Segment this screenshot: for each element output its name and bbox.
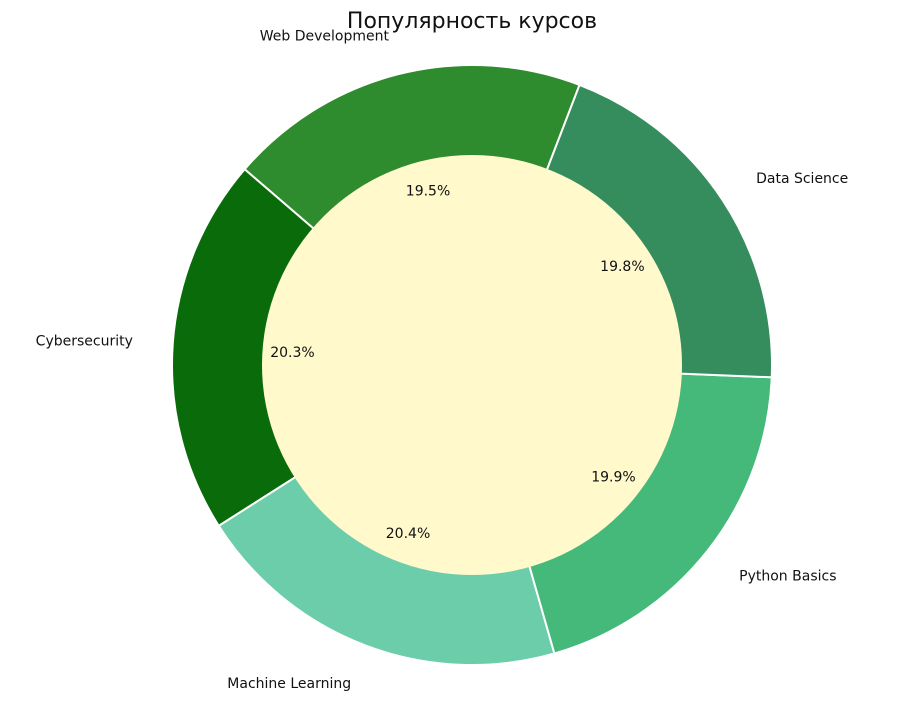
- slice-label: Machine Learning: [227, 676, 351, 692]
- percent-label: 19.8%: [600, 259, 644, 275]
- slice-label: Data Science: [756, 171, 848, 187]
- percent-label: 20.3%: [270, 345, 314, 361]
- labels-group: Web Development 19.5% Cybersecurity 20.3% Ma…: [36, 28, 849, 692]
- center-disc: [262, 155, 682, 575]
- slice-label: Python Basics: [739, 568, 836, 584]
- percent-label: 19.5%: [406, 183, 450, 199]
- chart-title: Популярность курсов: [347, 9, 597, 34]
- percent-label: 19.9%: [591, 469, 635, 485]
- slice-label: Cybersecurity: [36, 333, 133, 349]
- slice-label: Web Development: [260, 28, 390, 44]
- percent-label: 20.4%: [386, 526, 430, 542]
